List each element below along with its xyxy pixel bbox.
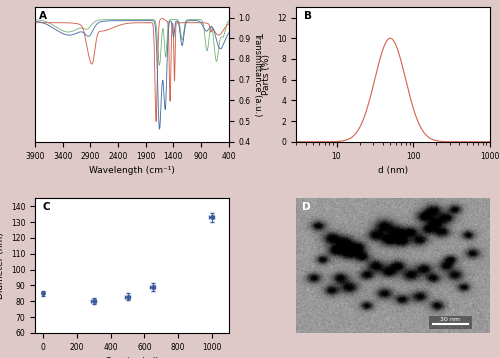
X-axis label: Wavelength (cm⁻¹): Wavelength (cm⁻¹) bbox=[89, 166, 174, 175]
Text: C: C bbox=[42, 202, 50, 212]
X-axis label: Cₘₜₒ (μg/ml): Cₘₜₒ (μg/ml) bbox=[105, 357, 159, 358]
Text: A: A bbox=[39, 11, 47, 21]
Text: D: D bbox=[302, 202, 311, 212]
Y-axis label: Diameter (nm): Diameter (nm) bbox=[0, 232, 5, 299]
Y-axis label: Transmittance (a.u.): Transmittance (a.u.) bbox=[252, 32, 262, 117]
Y-axis label: Parts (%): Parts (%) bbox=[262, 54, 272, 95]
X-axis label: d (nm): d (nm) bbox=[378, 166, 408, 175]
Text: B: B bbox=[304, 11, 312, 21]
Text: 30 nm: 30 nm bbox=[440, 317, 460, 322]
FancyBboxPatch shape bbox=[430, 316, 472, 329]
